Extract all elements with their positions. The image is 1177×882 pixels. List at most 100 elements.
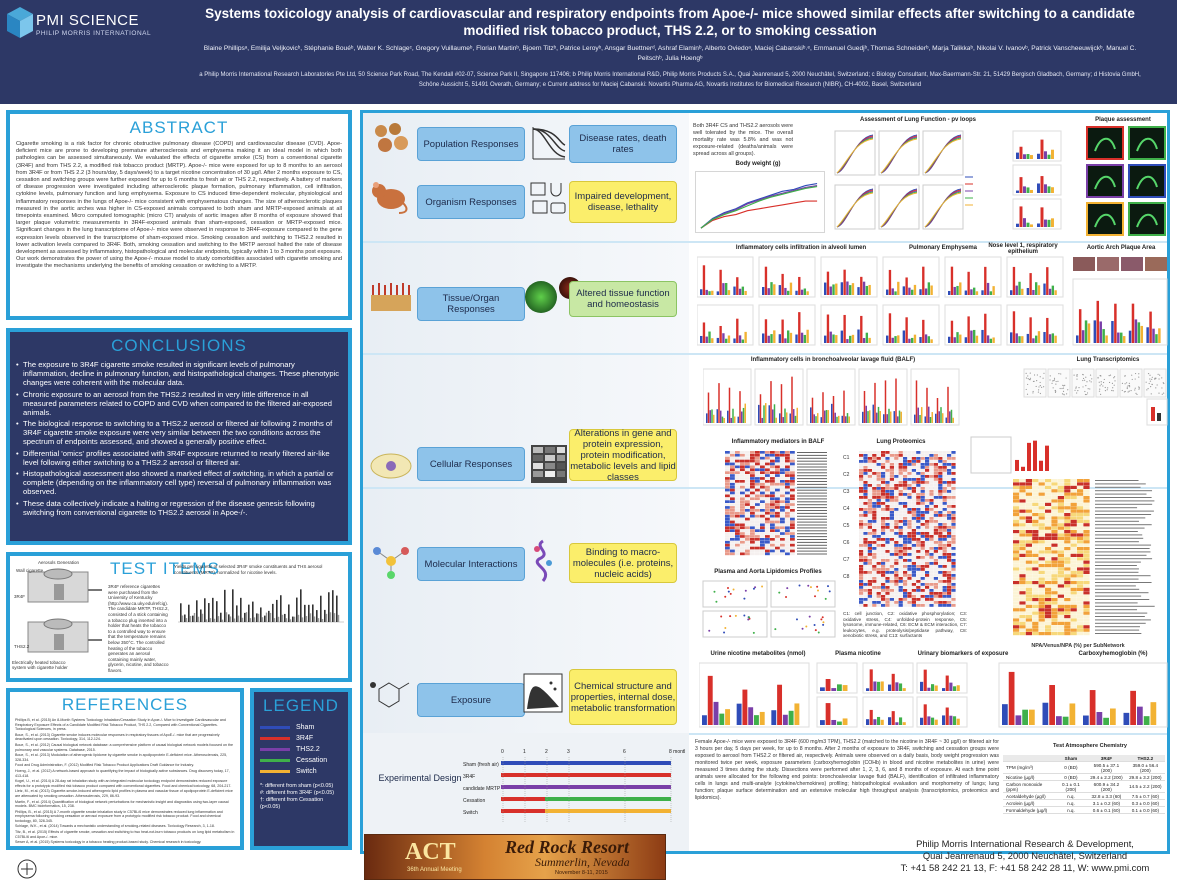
heatmap-cell bbox=[740, 509, 745, 512]
heatmap-cell bbox=[929, 481, 934, 484]
heatmap-cell bbox=[907, 526, 912, 529]
volcano-point bbox=[1150, 386, 1152, 388]
data-bar bbox=[709, 410, 711, 423]
heatmap-cell bbox=[760, 488, 765, 492]
heatmap-cell bbox=[1032, 618, 1039, 622]
heatmap-cell bbox=[1070, 574, 1077, 578]
heatmap-cell bbox=[750, 497, 755, 501]
volcano-point bbox=[1025, 372, 1027, 374]
heatmap-cell bbox=[755, 538, 760, 541]
heatmap-cell bbox=[894, 454, 899, 457]
heatmap-cell bbox=[903, 577, 908, 580]
heatmap-cell bbox=[911, 547, 916, 550]
heatmap-cell bbox=[929, 559, 934, 562]
heatmap-cell bbox=[872, 493, 877, 496]
heatmap-cell bbox=[867, 469, 872, 472]
heatmap-cell bbox=[911, 577, 916, 580]
heatmap-cell bbox=[929, 496, 934, 499]
heatmap-cell bbox=[898, 547, 903, 550]
heatmap-cell bbox=[938, 499, 943, 502]
heatmap-cell bbox=[872, 556, 877, 559]
heatmap-cell bbox=[1077, 625, 1084, 629]
test-items-panel: Aerosols Generation 3R4F THS2.2 Wall cig… bbox=[6, 552, 352, 682]
heatmap-cell bbox=[876, 592, 881, 595]
heatmap-cell bbox=[911, 502, 916, 505]
heatmap-cell bbox=[1064, 625, 1071, 629]
heatmap-cell bbox=[1051, 581, 1058, 585]
data-bar bbox=[948, 290, 951, 295]
volcano-point bbox=[1082, 373, 1084, 376]
heatmap-cell bbox=[867, 508, 872, 511]
heatmap-cell bbox=[907, 595, 912, 598]
heatmap-cell bbox=[760, 532, 765, 535]
heatmap-cell bbox=[785, 517, 790, 521]
body-weight-chart bbox=[695, 171, 825, 233]
yield-bar bbox=[337, 614, 340, 622]
heatmap-cell bbox=[775, 549, 780, 553]
heatmap-cell bbox=[933, 514, 938, 517]
heatmap-cell bbox=[889, 505, 894, 508]
heatmap-cell bbox=[916, 577, 921, 580]
reference-item: Schlage, W.K., et al. (2014) Towards a m… bbox=[15, 824, 215, 829]
heatmap-cell bbox=[907, 457, 912, 460]
heatmap-cell bbox=[745, 459, 750, 463]
data-bar bbox=[741, 286, 745, 295]
heatmap-cell bbox=[1070, 502, 1077, 506]
heatmap-cell bbox=[1032, 604, 1039, 608]
heatmap-cell bbox=[933, 481, 938, 484]
heatmap-cell bbox=[867, 496, 872, 499]
heatmap-cell bbox=[933, 574, 938, 577]
heatmap-cell bbox=[929, 598, 934, 601]
heatmap-cell bbox=[872, 535, 877, 538]
heatmap-cell bbox=[1083, 502, 1090, 506]
heatmap-cell bbox=[898, 499, 903, 502]
heatmap-cell bbox=[889, 493, 894, 496]
heatmap-cell bbox=[1064, 564, 1071, 568]
row-label bbox=[1095, 527, 1145, 529]
heatmap-cell bbox=[725, 491, 730, 495]
heatmap-cell bbox=[911, 508, 916, 511]
heatmap-cell bbox=[920, 595, 925, 598]
heatmap-cell bbox=[876, 526, 881, 529]
volcano-point bbox=[1032, 392, 1034, 394]
data-bar bbox=[950, 409, 953, 423]
timeline-bar bbox=[545, 797, 671, 801]
heatmap-cell bbox=[1070, 567, 1077, 571]
volcano-point bbox=[1084, 379, 1086, 381]
heatmap-cell bbox=[1077, 530, 1084, 534]
volcano-point bbox=[1039, 376, 1041, 378]
heatmap-cell bbox=[740, 517, 745, 521]
heatmap-cell bbox=[740, 543, 745, 547]
heatmap-cell bbox=[1051, 509, 1058, 513]
heatmap-cell bbox=[911, 487, 916, 490]
volcano-point bbox=[1086, 393, 1088, 396]
plaque-bar-charts bbox=[1012, 130, 1062, 230]
heatmap-cell bbox=[1038, 570, 1045, 574]
heatmap-cell bbox=[859, 517, 864, 520]
volcano-point bbox=[1146, 389, 1148, 391]
heatmap-cell bbox=[1019, 499, 1026, 503]
heatmap-cell bbox=[907, 481, 912, 484]
heatmap-cell bbox=[1019, 625, 1026, 629]
heatmap-cell bbox=[1038, 608, 1045, 612]
heatmap-cell bbox=[1064, 587, 1071, 591]
data-bar bbox=[953, 286, 956, 295]
data-bar bbox=[1040, 139, 1044, 159]
data-bar bbox=[770, 334, 773, 343]
heatmap-cell bbox=[898, 559, 903, 562]
heatmap-cell bbox=[1070, 523, 1077, 527]
heatmap-cell bbox=[925, 592, 930, 595]
heatmap-cell bbox=[889, 481, 894, 484]
heatmap-cell bbox=[951, 502, 956, 505]
volcano-point bbox=[1124, 375, 1126, 377]
heatmap-cell bbox=[859, 493, 864, 496]
heatmap-cell bbox=[775, 503, 780, 506]
data-bar bbox=[936, 397, 939, 423]
heatmap-cell bbox=[867, 511, 872, 514]
heatmap-cell bbox=[740, 529, 745, 532]
heatmap-cell bbox=[1025, 479, 1032, 483]
heatmap-cell bbox=[898, 529, 903, 532]
data-bar bbox=[1043, 283, 1046, 295]
heatmap-cell bbox=[929, 586, 934, 589]
heatmap-cell bbox=[867, 487, 872, 490]
